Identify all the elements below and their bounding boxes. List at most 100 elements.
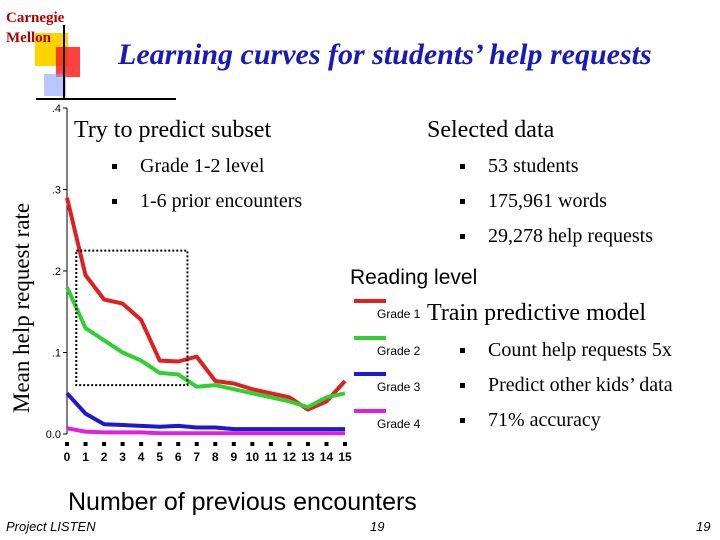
list-item-text: 175,961 words — [488, 190, 607, 212]
train-model-heading: Train predictive model — [427, 300, 647, 327]
predict-subset-heading: Try to predict subset — [74, 117, 272, 144]
list-item-text: Grade 1-2 level — [140, 155, 265, 177]
legend-label: Grade 3 — [377, 380, 421, 394]
x-tick — [250, 442, 255, 446]
legend-swatch — [354, 336, 386, 340]
bullet-icon — [460, 234, 465, 239]
x-tick — [305, 442, 310, 446]
list-item: 71% accuracy — [460, 408, 673, 443]
x-tick — [102, 442, 107, 446]
y-tick-label: 0.0 — [46, 429, 61, 441]
chart-axes: 0.0.1.2.3.40 1 2 3 4 5 6 7 8 9 10 11 12 13 14 15 — [46, 103, 352, 464]
bullet-icon — [460, 383, 465, 388]
logo-horizontal-rule — [36, 98, 176, 100]
series-line-grade-3 — [65, 391, 345, 432]
x-tick — [139, 442, 144, 446]
legend-item: Grade 2 — [350, 330, 450, 360]
x-tick — [176, 442, 181, 446]
y-axis-label: Mean help request rate — [9, 202, 34, 413]
x-tick — [231, 442, 236, 446]
legend-item: Grade 4 — [350, 403, 450, 433]
x-tick-label: 2 — [101, 450, 108, 464]
legend-label: Grade 2 — [377, 344, 421, 358]
x-tick-label: 1 — [82, 450, 89, 464]
x-tick-label: 8 — [212, 450, 219, 464]
y-tick-label: .3 — [52, 185, 61, 197]
predict-subset-list: Grade 1-2 level 1-6 prior encounters — [112, 154, 303, 224]
legend-item: Grade 1 — [350, 293, 450, 323]
list-item-text: Predict other kids’ data — [488, 374, 673, 396]
selected-data-heading: Selected data — [427, 117, 555, 144]
x-tick — [343, 442, 347, 446]
legend-swatch — [354, 299, 386, 303]
list-item-text: 29,278 help requests — [488, 225, 653, 247]
x-tick-label: 10 — [246, 450, 260, 464]
x-tick-label: 13 — [301, 450, 315, 464]
logo-line-2: Mellon — [6, 30, 51, 46]
footer-project-name: Project LISTEN — [6, 519, 96, 534]
legend-label: Grade 1 — [377, 307, 421, 321]
x-tick — [120, 442, 125, 446]
legend-swatch — [354, 409, 386, 413]
logo-text: Carnegie Mellon — [6, 8, 64, 48]
x-tick — [324, 442, 329, 446]
x-tick-label: 11 — [265, 450, 278, 464]
x-tick — [83, 442, 88, 446]
chart-series — [65, 197, 347, 436]
x-tick-label: 0 — [64, 450, 71, 464]
x-tick — [287, 442, 292, 446]
x-tick — [194, 442, 199, 446]
logo-line-1: Carnegie — [6, 10, 65, 26]
x-tick-label: 9 — [230, 450, 237, 464]
list-item: 53 students — [460, 154, 653, 189]
x-tick-label: 3 — [119, 450, 126, 464]
x-tick — [157, 442, 162, 446]
legend-item: Grade 3 — [350, 366, 450, 396]
train-model-list: Count help requests 5x Predict other kid… — [460, 338, 673, 443]
list-item-text: 53 students — [488, 155, 579, 177]
x-tick — [213, 442, 218, 446]
list-item: Grade 1-2 level — [112, 154, 303, 189]
selected-data-list: 53 students 175,961 words 29,278 help re… — [460, 154, 653, 259]
x-tick — [268, 442, 273, 446]
x-tick-label: 15 — [338, 450, 352, 464]
logo-vertical-rule — [63, 25, 65, 100]
x-axis-label: Number of previous encounters — [68, 488, 417, 516]
footer-page-number: 19 — [696, 519, 711, 534]
list-item: Predict other kids’ data — [460, 373, 673, 408]
list-item-text: Count help requests 5x — [488, 339, 672, 361]
bullet-icon — [460, 418, 465, 423]
legend-title: Reading level — [350, 266, 478, 289]
bullet-icon — [460, 348, 465, 353]
slide-title: Learning curves for students’ help reque… — [118, 38, 652, 71]
chart-highlight — [75, 249, 189, 387]
bullet-icon — [112, 199, 117, 204]
list-item: Count help requests 5x — [460, 338, 673, 373]
x-tick-label: 7 — [193, 450, 200, 464]
x-tick — [65, 442, 69, 446]
x-tick-label: 4 — [138, 450, 145, 464]
y-tick-label: .1 — [52, 348, 61, 360]
list-item-text: 1-6 prior encounters — [140, 190, 303, 212]
x-tick-label: 14 — [320, 450, 334, 464]
list-item: 29,278 help requests — [460, 224, 653, 259]
series-line-grade-4 — [66, 426, 345, 436]
x-tick-label: 5 — [156, 450, 163, 464]
list-item: 1-6 prior encounters — [112, 189, 303, 224]
list-item-text: 71% accuracy — [488, 409, 601, 431]
legend-label: Grade 4 — [377, 417, 421, 431]
series-line-grade-1 — [65, 197, 347, 412]
x-tick-label: 6 — [175, 450, 182, 464]
legend-swatch — [354, 372, 386, 376]
series-line-grade-2 — [65, 286, 346, 410]
bullet-icon — [460, 199, 465, 204]
footer-page-number-center: 19 — [370, 519, 385, 534]
y-tick-label: .2 — [52, 266, 61, 278]
logo-blue-square — [44, 74, 66, 96]
logo-red-square — [56, 47, 80, 77]
x-tick-label: 12 — [283, 450, 297, 464]
bullet-icon — [460, 164, 465, 169]
highlight-box — [75, 249, 189, 387]
bullet-icon — [112, 164, 117, 169]
